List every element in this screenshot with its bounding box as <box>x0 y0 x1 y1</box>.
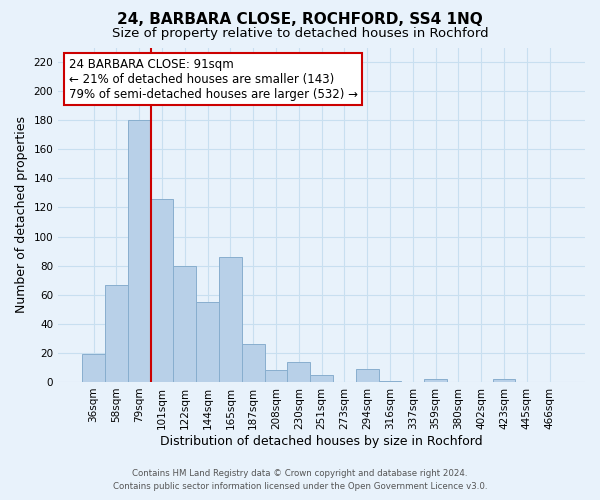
Bar <box>424 379 447 382</box>
Bar <box>82 354 105 382</box>
Bar <box>356 369 379 382</box>
Bar <box>265 370 287 382</box>
X-axis label: Distribution of detached houses by size in Rochford: Distribution of detached houses by size … <box>160 434 483 448</box>
Text: Size of property relative to detached houses in Rochford: Size of property relative to detached ho… <box>112 28 488 40</box>
Bar <box>173 266 196 382</box>
Bar <box>128 120 151 382</box>
Bar <box>219 257 242 382</box>
Bar <box>151 198 173 382</box>
Bar <box>105 284 128 382</box>
Bar <box>196 302 219 382</box>
Bar <box>310 374 333 382</box>
Text: Contains HM Land Registry data © Crown copyright and database right 2024.
Contai: Contains HM Land Registry data © Crown c… <box>113 469 487 491</box>
Bar <box>242 344 265 382</box>
Bar <box>493 379 515 382</box>
Text: 24, BARBARA CLOSE, ROCHFORD, SS4 1NQ: 24, BARBARA CLOSE, ROCHFORD, SS4 1NQ <box>117 12 483 28</box>
Y-axis label: Number of detached properties: Number of detached properties <box>15 116 28 313</box>
Bar <box>287 362 310 382</box>
Bar <box>379 380 401 382</box>
Text: 24 BARBARA CLOSE: 91sqm
← 21% of detached houses are smaller (143)
79% of semi-d: 24 BARBARA CLOSE: 91sqm ← 21% of detache… <box>69 58 358 100</box>
